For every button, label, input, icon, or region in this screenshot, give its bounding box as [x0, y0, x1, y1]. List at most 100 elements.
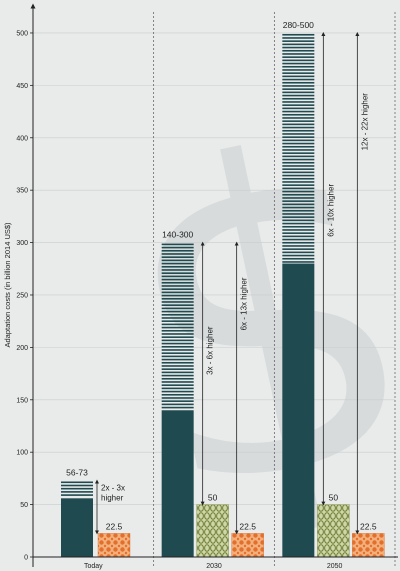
y-axis-label: Adaptation costs (in billion 2014 US$) [3, 222, 12, 348]
range-stripe [282, 142, 315, 145]
range-stripe [161, 320, 194, 322]
range-value-label: 140-300 [162, 230, 193, 240]
ratio-label: 6x - 13x higher [240, 277, 249, 330]
y-tick-label: 450 [16, 83, 28, 90]
range-stripe [282, 222, 315, 225]
range-stripe [282, 174, 315, 177]
low-estimate-bar [61, 498, 93, 557]
range-stripe [282, 85, 315, 87]
orange-bar-value-label: 22.5 [106, 521, 123, 531]
range-stripe [161, 285, 194, 287]
range-stripe [161, 256, 194, 258]
range-stripe [282, 56, 315, 58]
range-stripe [282, 203, 315, 206]
range-stripe [282, 149, 315, 151]
range-stripe [161, 246, 194, 249]
range-stripe [161, 406, 194, 409]
y-tick-label: 0 [24, 555, 28, 562]
range-stripe [61, 487, 93, 490]
y-tick-label: 500 [16, 30, 28, 37]
range-stripe [282, 197, 315, 199]
range-stripe [161, 269, 194, 271]
range-stripe [161, 381, 194, 383]
range-stripe [161, 371, 194, 374]
range-stripe [282, 232, 315, 234]
range-stripe [161, 265, 194, 268]
range-stripe [282, 107, 315, 110]
range-stripe [282, 219, 315, 222]
range-stripe [282, 254, 315, 257]
range-stripe [282, 235, 315, 238]
range-stripe [61, 481, 93, 484]
range-stripe [161, 323, 194, 326]
y-tick-label: 200 [16, 345, 28, 352]
range-value-label: 280-500 [283, 20, 314, 30]
range-stripe [282, 110, 315, 113]
range-stripe [282, 261, 315, 263]
range-stripe [282, 206, 315, 209]
low-estimate-bar [282, 263, 315, 557]
range-stripe [282, 104, 315, 106]
range-stripe [161, 307, 194, 310]
green-bar [196, 504, 229, 558]
range-stripe [161, 393, 194, 396]
range-stripe [282, 43, 315, 46]
range-stripe [161, 365, 194, 367]
ratio-label: 3x - 6x higher [206, 326, 215, 375]
range-stripe [282, 129, 315, 132]
range-stripe [161, 275, 194, 278]
range-stripe [282, 65, 315, 68]
range-stripe [282, 75, 315, 78]
range-stripe [282, 145, 315, 148]
range-stripe [161, 243, 194, 246]
range-stripe [282, 62, 315, 65]
range-stripe [161, 368, 194, 370]
range-stripe [282, 171, 315, 174]
y-tick-label: 250 [16, 292, 28, 299]
range-stripe [282, 91, 315, 94]
range-stripe [282, 72, 315, 74]
ratio-label: 6x - 10x higher [326, 184, 335, 237]
range-stripe [161, 313, 194, 316]
range-stripe [161, 397, 194, 399]
range-stripe [282, 101, 315, 103]
range-stripe [282, 200, 315, 202]
y-tick-label: 50 [20, 502, 28, 509]
range-stripe [161, 403, 194, 406]
range-stripe [161, 387, 194, 390]
range-stripe [282, 46, 315, 49]
range-stripe [282, 152, 315, 154]
range-stripe [282, 251, 315, 254]
range-stripe [161, 352, 194, 354]
range-stripe [282, 248, 315, 250]
range-stripe [282, 190, 315, 193]
range-stripe [282, 168, 315, 170]
x-tick-label: 2050 [327, 563, 343, 570]
orange-bar [231, 533, 264, 558]
range-stripe [161, 361, 194, 364]
range-stripe [282, 78, 315, 81]
range-stripe [161, 304, 194, 306]
range-stripe [282, 49, 315, 52]
range-stripe [282, 229, 315, 231]
range-stripe [282, 133, 315, 135]
range-stripe [282, 213, 315, 215]
range-stripe [282, 97, 315, 100]
range-stripe [161, 342, 194, 345]
range-stripe [161, 377, 194, 380]
range-stripe [161, 294, 194, 297]
range-stripe [282, 59, 315, 62]
range-stripe [161, 339, 194, 342]
range-stripe [161, 355, 194, 358]
range-stripe [282, 53, 315, 55]
range-stripe [282, 161, 315, 164]
range-stripe [61, 484, 93, 487]
range-stripe [161, 390, 194, 393]
range-stripe [161, 374, 194, 377]
range-stripe [161, 301, 194, 303]
ratio-label: 2x - 3x higher [101, 483, 125, 502]
range-stripe [282, 158, 315, 161]
range-stripe [161, 297, 194, 300]
range-stripe [282, 241, 315, 244]
range-stripe [161, 253, 194, 255]
